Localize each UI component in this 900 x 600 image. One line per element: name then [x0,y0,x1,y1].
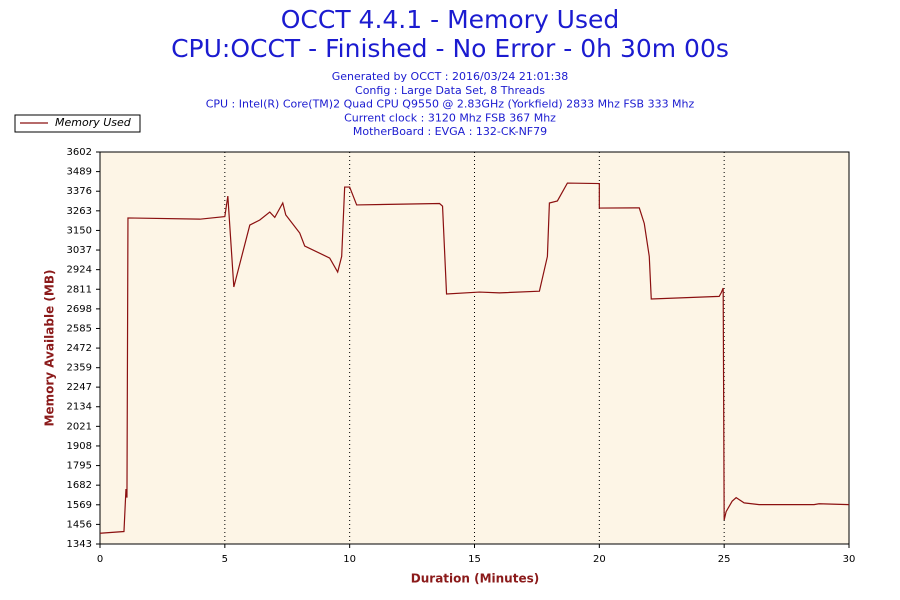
y-tick-label: 2021 [67,421,92,432]
y-tick-label: 3263 [67,206,92,217]
y-tick-label: 3037 [67,245,92,256]
chart-title: OCCT 4.4.1 - Memory Used [281,5,620,34]
x-tick-label: 25 [718,554,731,565]
y-tick-label: 2585 [67,323,92,334]
info-line: CPU : Intel(R) Core(TM)2 Quad CPU Q9550 … [206,98,695,111]
y-tick-label: 3489 [67,167,92,178]
y-tick-label: 1682 [67,480,92,491]
y-tick-label: 1795 [67,461,92,472]
x-tick-label: 10 [343,554,356,565]
x-tick-label: 20 [593,554,606,565]
y-tick-label: 2359 [67,363,92,374]
y-tick-label: 2472 [67,343,92,354]
info-line: Current clock : 3120 Mhz FSB 367 Mhz [344,111,556,124]
y-tick-label: 1343 [67,539,92,550]
y-tick-label: 1456 [67,519,92,530]
y-tick-label: 2698 [67,304,92,315]
y-tick-label: 2134 [67,402,92,413]
x-tick-label: 5 [222,554,228,565]
x-tick-label: 15 [468,554,481,565]
y-tick-label: 3376 [67,186,92,197]
info-line: MotherBoard : EVGA : 132-CK-NF79 [353,125,547,138]
x-axis-label: Duration (Minutes) [411,572,539,586]
y-tick-label: 2811 [67,284,92,295]
x-tick-label: 30 [843,554,856,565]
y-tick-label: 1569 [67,500,92,511]
y-tick-label: 1908 [67,441,92,452]
y-tick-label: 2924 [67,265,92,276]
x-tick-label: 0 [97,554,103,565]
legend-box [14,114,141,133]
y-tick-label: 3150 [67,225,92,236]
info-line: Generated by OCCT : 2016/03/24 21:01:38 [332,70,569,83]
chart-subtitle: CPU:OCCT - Finished - No Error - 0h 30m … [171,34,729,63]
y-tick-label: 2247 [67,382,92,393]
legend-label: Memory Used [55,116,132,129]
info-line: Config : Large Data Set, 8 Threads [355,84,545,97]
y-tick-label: 3602 [67,147,92,158]
y-axis-label: Memory Available (MB) [43,270,57,427]
data-line [99,182,850,534]
